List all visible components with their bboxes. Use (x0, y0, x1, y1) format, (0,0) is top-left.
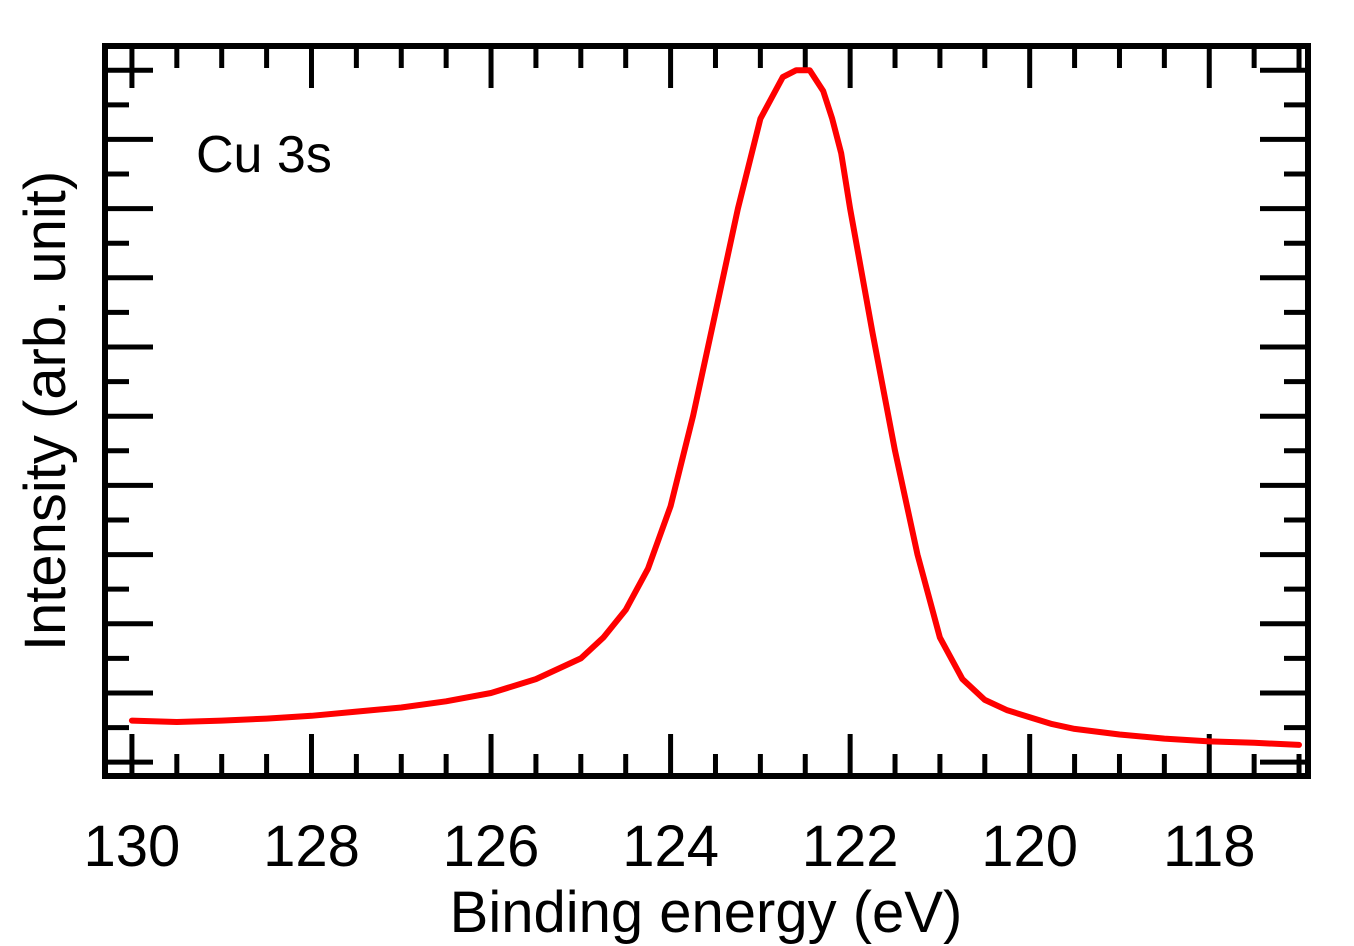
x-tick-label: 120 (981, 814, 1078, 879)
series-line-cu-3s (128, 67, 1302, 748)
y-axis-title: Intensity (arb. unit) (13, 171, 78, 651)
x-tick-label: 130 (84, 814, 181, 879)
x-tick-label: 118 (1163, 814, 1255, 879)
x-tick-labels: 130 128 126 124 122 120 118 (84, 814, 1256, 879)
plot-frame (102, 43, 1311, 779)
x-tick-label: 128 (263, 814, 360, 879)
tick-marks (105, 46, 1308, 776)
chart-annotation: Cu 3s (196, 126, 332, 184)
x-tick-label: 124 (622, 814, 719, 879)
x-tick-label: 126 (443, 814, 540, 879)
x-axis-title: Binding energy (eV) (450, 880, 963, 945)
x-tick-label: 122 (802, 814, 899, 879)
